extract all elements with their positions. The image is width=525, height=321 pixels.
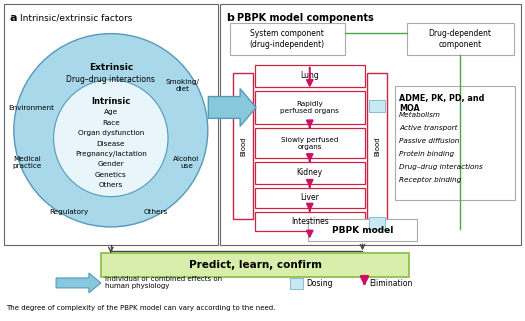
Text: Medical
practice: Medical practice [13,156,42,169]
Bar [220,4,521,245]
Text: System component
(drug-independent): System component (drug-independent) [249,29,324,49]
Bar [395,86,514,200]
Text: Intrinsic: Intrinsic [91,97,130,106]
Text: Gender: Gender [98,161,124,168]
Text: Others: Others [143,209,167,214]
Text: Dosing: Dosing [306,279,332,289]
Text: Blood: Blood [374,136,381,156]
Text: a: a [9,13,17,23]
Text: b: b [226,13,234,23]
Text: Intestines: Intestines [291,217,329,226]
Bar [290,278,303,289]
Text: Intrinsic/extrinsic factors: Intrinsic/extrinsic factors [20,13,133,22]
Text: ADME, PK, PD, and
MOA: ADME, PK, PD, and MOA [400,94,485,113]
Bar [370,100,385,112]
Text: Genetics: Genetics [95,172,127,178]
Text: Smoking/
diet: Smoking/ diet [165,79,200,92]
Ellipse shape [14,34,208,227]
Polygon shape [56,273,101,293]
Text: PBPK model: PBPK model [332,226,393,235]
Text: Disease: Disease [97,141,125,147]
Bar [255,188,365,208]
Text: Liver: Liver [300,193,319,202]
Text: Elimination: Elimination [370,279,413,289]
Bar [101,253,409,277]
Text: Metabolism: Metabolism [400,112,442,118]
Text: Rapidly
perfused organs: Rapidly perfused organs [280,101,339,114]
Bar [370,216,385,230]
Text: Individual or combined effects on
human physiology: Individual or combined effects on human … [105,276,222,290]
Bar [255,212,365,231]
Text: Blood: Blood [240,136,246,156]
Text: Lung: Lung [300,71,319,80]
Text: Drug–drug interactions: Drug–drug interactions [400,164,483,170]
Bar [368,73,387,220]
Bar [308,220,417,241]
Text: Drug–drug interactions: Drug–drug interactions [66,75,155,84]
Ellipse shape [54,80,168,197]
Text: Kidney: Kidney [297,169,323,178]
Text: Slowly perfused
organs: Slowly perfused organs [281,137,339,150]
Bar [255,128,365,158]
Text: Receptor binding: Receptor binding [400,177,461,183]
Text: Race: Race [102,120,120,126]
Text: Protein binding: Protein binding [400,151,455,157]
Bar [230,23,344,55]
Bar [407,23,513,55]
Text: Alcohol
use: Alcohol use [173,156,200,169]
Bar [255,65,365,87]
Text: Passive diffusion: Passive diffusion [400,138,460,144]
Text: The degree of complexity of the PBPK model can vary according to the need.: The degree of complexity of the PBPK mod… [6,305,276,311]
Bar [255,91,365,124]
Text: Regulatory: Regulatory [49,209,89,214]
Polygon shape [208,89,256,126]
Text: Others: Others [99,182,123,188]
Text: Predict, learn, confirm: Predict, learn, confirm [188,260,321,270]
Text: Environment: Environment [8,106,54,111]
Text: Drug-dependent
component: Drug-dependent component [428,29,491,49]
Text: Pregnancy/lactation: Pregnancy/lactation [75,151,146,157]
Text: PBPK model components: PBPK model components [237,13,374,23]
Text: Active transport: Active transport [400,125,458,131]
Text: Organ dysfunction: Organ dysfunction [78,130,144,136]
Bar [255,162,365,184]
Bar [233,73,253,220]
Bar [4,4,218,245]
Text: Age: Age [104,109,118,116]
Text: Extrinsic: Extrinsic [89,63,133,72]
